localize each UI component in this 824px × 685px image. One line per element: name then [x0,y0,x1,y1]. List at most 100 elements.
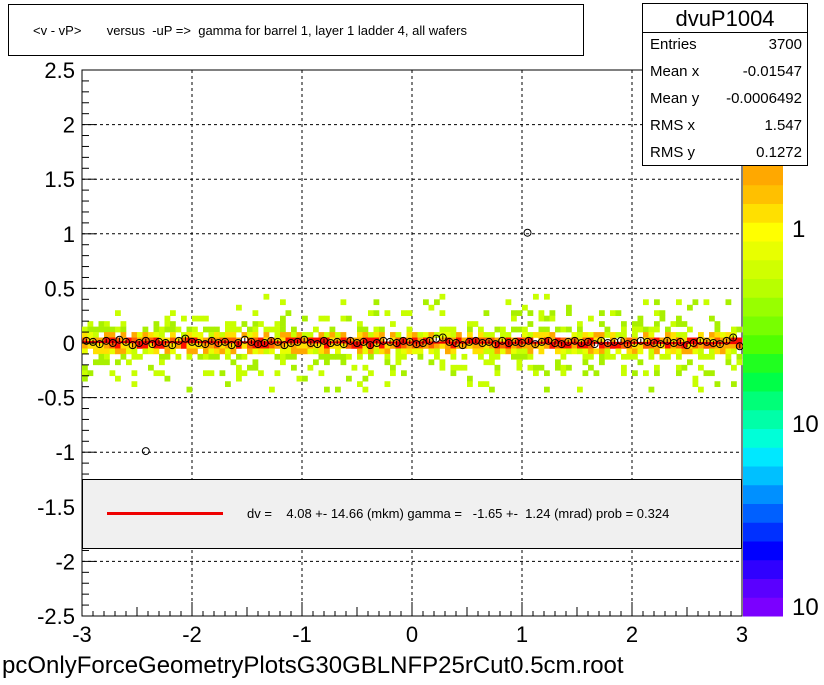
profile-point [221,337,229,346]
histogram-cell [247,337,253,344]
profile-point [438,333,447,342]
histogram-cell [302,375,308,382]
histogram-cell [164,326,171,333]
histogram-cell [736,337,743,344]
histogram-cell [687,343,693,349]
histogram-cell [131,370,138,377]
histogram-cell [412,348,418,355]
histogram-cell [362,343,369,349]
histogram-cell [533,343,539,349]
fit-legend-box: dv = 4.08 +- 14.66 (mkm) gamma = -1.65 +… [82,479,742,549]
histogram-cell [362,326,369,333]
histogram-cell [648,326,655,333]
histogram-cell [505,343,512,349]
histogram-cell [186,343,193,349]
histogram-cell [604,332,611,338]
histogram-cell [214,348,220,355]
histogram-cell [637,321,644,327]
histogram-cell [555,359,561,366]
histogram-cell [313,348,319,355]
histogram-cell [725,337,732,344]
histogram-cell [296,348,303,355]
histogram-cell [450,364,457,371]
histogram-cell [511,348,517,355]
histogram-cell [120,343,127,349]
y-tick-label: 2.5 [44,58,75,83]
color-scale-step [743,166,783,186]
histogram-cell [170,332,176,338]
histogram-cell [126,348,132,355]
histogram-cell [412,343,418,349]
histogram-cell [522,348,528,355]
histogram-cell [280,348,286,355]
histogram-cell [731,364,737,371]
histogram-cell [258,370,264,377]
histogram-cell [82,364,88,371]
stats-row-mean-y: Mean y -0.0006492 [650,90,802,116]
histogram-cell [632,326,638,333]
histogram-cell [467,343,473,349]
profile-point [168,341,177,350]
histogram-cell [373,299,380,306]
histogram-cell [445,343,451,349]
histogram-cell [588,343,594,349]
histogram-cell [104,321,110,327]
histogram-cell [511,315,517,322]
histogram-cell [632,332,638,338]
histogram-cell [461,337,468,344]
y-tick-label: 1.5 [44,167,75,192]
histogram-cell [527,364,534,371]
histogram-cell [98,321,105,327]
histogram-cell [153,343,160,349]
histogram-cell [461,343,468,349]
histogram-cell [610,310,616,316]
histogram-cell [439,343,446,349]
histogram-cell [181,315,187,322]
histogram-cell [318,315,325,322]
histogram-cell [577,332,583,338]
outlier-point [523,228,532,237]
stats-key: RMS x [650,117,695,134]
histogram-cell [538,348,545,355]
histogram-cell [98,343,105,349]
histogram-cell [104,343,110,349]
histogram-cell [461,353,468,360]
histogram-cell [736,359,743,366]
histogram-cell [302,343,308,349]
histogram-cell [274,332,281,338]
stats-row-rms-y: RMS y 0.1272 [650,144,802,170]
x-tick-label: 3 [736,622,748,647]
histogram-cell [225,321,231,327]
histogram-cell [87,326,94,333]
histogram-cell [527,348,534,355]
histogram-cell [93,332,99,338]
histogram-cell [252,310,259,316]
histogram-cell [467,326,473,333]
histogram-cell [153,326,160,333]
histogram-cell [494,353,501,360]
histogram-cell [115,375,121,382]
histogram-cell [280,353,286,360]
histogram-cell [643,370,649,377]
histogram-cell [687,304,693,311]
histogram-cell [362,332,369,338]
histogram-cell [98,326,105,333]
histogram-cell [522,343,528,349]
histogram-cell [714,337,721,344]
histogram-cell [335,343,341,349]
histogram-cell [164,315,171,322]
histogram-cell [604,348,611,355]
histogram-cell [456,364,462,371]
histogram-cell [445,326,451,333]
histogram-cell [252,332,259,338]
color-scale-label: 10 [792,594,819,621]
histogram-cell [659,315,666,322]
histogram-cell [698,343,704,349]
histogram-cell [384,310,391,316]
histogram-cell [538,332,545,338]
histogram-cell [247,348,253,355]
histogram-cell [137,343,143,349]
histogram-cell [659,343,666,349]
histogram-cell [632,343,638,349]
histogram-cell [571,348,578,355]
